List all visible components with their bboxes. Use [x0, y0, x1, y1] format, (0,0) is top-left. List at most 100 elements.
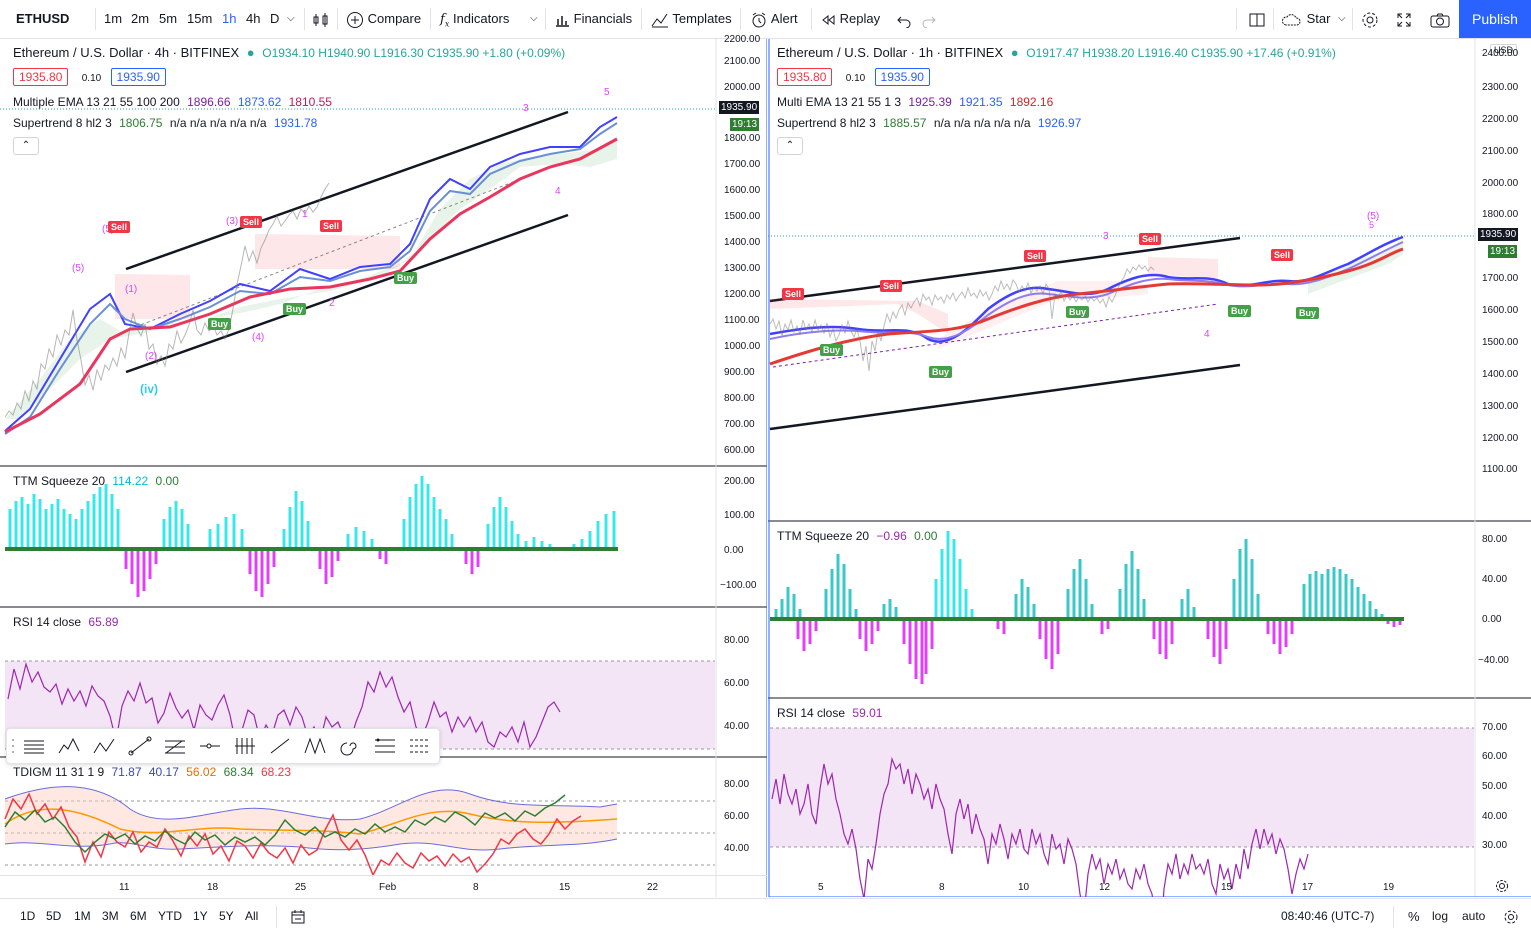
right-supertrend-legend[interactable]: Supertrend 8 hl2 3 1885.57 n/a n/a n/a n…: [777, 116, 1085, 130]
ray-icon[interactable]: [267, 735, 293, 757]
indicators-button[interactable]: fx Indicators: [440, 0, 509, 38]
buy-signal: Buy: [283, 303, 307, 315]
currency-label[interactable]: USD: [1490, 44, 1518, 56]
log-scale-toggle[interactable]: log: [1432, 909, 1449, 923]
left-supertrend-legend[interactable]: Supertrend 8 hl2 3 1806.75 n/a n/a n/a n…: [13, 116, 321, 130]
trend-line-icon[interactable]: [127, 735, 153, 757]
camera-icon[interactable]: [1430, 0, 1450, 38]
right-title: Ethereum / U.S. Dollar · 1h · BITFINEX ●…: [777, 45, 1340, 60]
financials-button[interactable]: Financials: [554, 0, 632, 38]
axis-tick: 1700.00: [1482, 273, 1519, 284]
chevron-down-icon[interactable]: ⌵: [287, 13, 295, 24]
horizontal-ray-icon[interactable]: [197, 735, 223, 757]
undo-icon[interactable]: [896, 0, 912, 38]
gear-icon[interactable]: [1361, 0, 1379, 38]
left-ema-value-3: 1810.55: [288, 95, 332, 109]
left-ema-legend[interactable]: Multiple EMA 13 21 55 100 200 1896.66 18…: [13, 95, 336, 109]
axis-tick: 30.00: [1482, 840, 1508, 851]
abc-pattern-icon[interactable]: [92, 735, 118, 757]
interval-1m[interactable]: 1m: [104, 11, 123, 26]
gear-icon[interactable]: [1503, 899, 1519, 934]
axis-tick: 1100.00: [1482, 464, 1518, 475]
left-supertrend-label: Supertrend 8 hl2 3: [13, 116, 112, 130]
fullscreen-icon[interactable]: [1396, 0, 1412, 38]
right-collapse-legend-button[interactable]: ⌃: [777, 137, 803, 155]
right-rsi-legend[interactable]: RSI 14 close 59.01: [777, 706, 886, 720]
redo-icon[interactable]: [921, 0, 937, 38]
axis-tick: 40.00: [724, 721, 750, 732]
symbol-search[interactable]: ETHUSD: [16, 11, 70, 26]
range-5d[interactable]: 5D: [46, 909, 62, 923]
right-ohlc: O1917.47 H1938.20 L1916.40 C1935.90 +17.…: [1026, 46, 1336, 60]
right-chart-pane[interactable]: Ethereum / U.S. Dollar · 1h · BITFINEX ●…: [768, 39, 1531, 897]
right-bid[interactable]: 1935.80: [777, 68, 833, 86]
wave-label: 5: [1369, 220, 1375, 230]
templates-label: Templates: [672, 11, 732, 26]
left-ttm-label: TTM Squeeze 20: [13, 474, 106, 488]
axis-tick: 200.00: [724, 476, 755, 487]
templates-button[interactable]: Templates: [651, 0, 732, 38]
left-supertrend-last: 1931.78: [273, 116, 318, 130]
interval-d[interactable]: D: [270, 11, 280, 26]
left-tdi-legend[interactable]: TDIGM 11 31 1 9 71.87 40.17 56.02 68.34 …: [13, 765, 295, 779]
range-6m[interactable]: 6M: [130, 909, 147, 923]
fib-channel-icon[interactable]: [372, 735, 398, 757]
wave-label: (5): [72, 263, 85, 274]
axis-tick: 2200.00: [1482, 114, 1519, 125]
left-tdi-label: TDIGM 11 31 1 9: [13, 765, 105, 779]
interval-1h[interactable]: 1h: [222, 11, 237, 26]
percent-scale-toggle[interactable]: %: [1408, 909, 1420, 924]
fib-time-zone-icon[interactable]: [407, 735, 433, 757]
left-chart-pane[interactable]: Ethereum / U.S. Dollar · 4h · BITFINEX ●…: [0, 34, 767, 897]
fib-spiral-icon[interactable]: [337, 735, 363, 757]
right-bid-ask: 1935.80 0.10 1935.90: [777, 68, 934, 86]
left-symbol-title: Ethereum / U.S. Dollar · 4h · BITFINEX: [13, 45, 240, 60]
star-chevron-icon[interactable]: ⌵: [1338, 13, 1346, 24]
time-axis-tick: 22: [647, 882, 659, 893]
drag-handle-icon[interactable]: [11, 735, 15, 757]
left-collapse-legend-button[interactable]: ⌃: [13, 137, 39, 155]
layout-icon[interactable]: [1248, 0, 1266, 38]
range-1m[interactable]: 1M: [74, 909, 91, 923]
fib-retracement-icon[interactable]: [162, 735, 188, 757]
alert-button[interactable]: Alert: [750, 0, 798, 38]
interval-15m[interactable]: 15m: [187, 11, 213, 26]
left-rsi-label: RSI 14 close: [13, 615, 82, 629]
right-chart-canvas[interactable]: [768, 39, 1531, 897]
range-ytd[interactable]: YTD: [158, 909, 182, 923]
left-ttm-value-2: 0.00: [155, 474, 179, 488]
right-ttm-legend[interactable]: TTM Squeeze 20 −0.96 0.00: [777, 529, 941, 543]
pitchfork-icon[interactable]: [232, 735, 258, 757]
indicators-chevron-icon[interactable]: ⌵: [530, 13, 538, 24]
range-5y[interactable]: 5Y: [219, 909, 234, 923]
axis-tick: 1500.00: [724, 211, 761, 222]
horizontal-lines-icon[interactable]: [21, 735, 47, 757]
left-rsi-legend[interactable]: RSI 14 close 65.89: [13, 615, 122, 629]
clock[interactable]: 08:40:46 (UTC-7): [1281, 909, 1375, 923]
publish-button[interactable]: Publish: [1459, 0, 1531, 38]
right-ema-legend[interactable]: Multi EMA 13 21 55 1 3 1925.39 1921.35 1…: [777, 95, 1057, 109]
range-all[interactable]: All: [245, 909, 259, 923]
range-1y[interactable]: 1Y: [193, 909, 208, 923]
interval-2m[interactable]: 2m: [131, 11, 150, 26]
interval-5m[interactable]: 5m: [159, 11, 178, 26]
range-1d[interactable]: 1D: [20, 909, 36, 923]
axis-tick: 1800.00: [1482, 209, 1519, 220]
wave-label: (1): [125, 284, 138, 295]
elliott-wave-icon[interactable]: [57, 735, 83, 757]
date-range-icon[interactable]: [290, 899, 306, 934]
xabcd-pattern-icon[interactable]: [302, 735, 328, 757]
compare-button[interactable]: Compare: [346, 0, 421, 38]
auto-scale-toggle[interactable]: auto: [1462, 909, 1486, 923]
interval-4h[interactable]: 4h: [246, 11, 261, 26]
replay-button[interactable]: Replay: [820, 0, 880, 38]
left-ttm-legend[interactable]: TTM Squeeze 20 114.22 0.00: [13, 474, 183, 488]
gear-icon[interactable]: [1495, 879, 1509, 896]
left-ask[interactable]: 1935.90: [110, 68, 166, 86]
range-3m[interactable]: 3M: [102, 909, 119, 923]
axis-tick: 1600.00: [724, 185, 761, 196]
candles-icon[interactable]: [312, 0, 330, 38]
star-button[interactable]: Star: [1281, 0, 1330, 38]
left-bid[interactable]: 1935.80: [13, 68, 69, 86]
right-ask[interactable]: 1935.90: [874, 68, 930, 86]
